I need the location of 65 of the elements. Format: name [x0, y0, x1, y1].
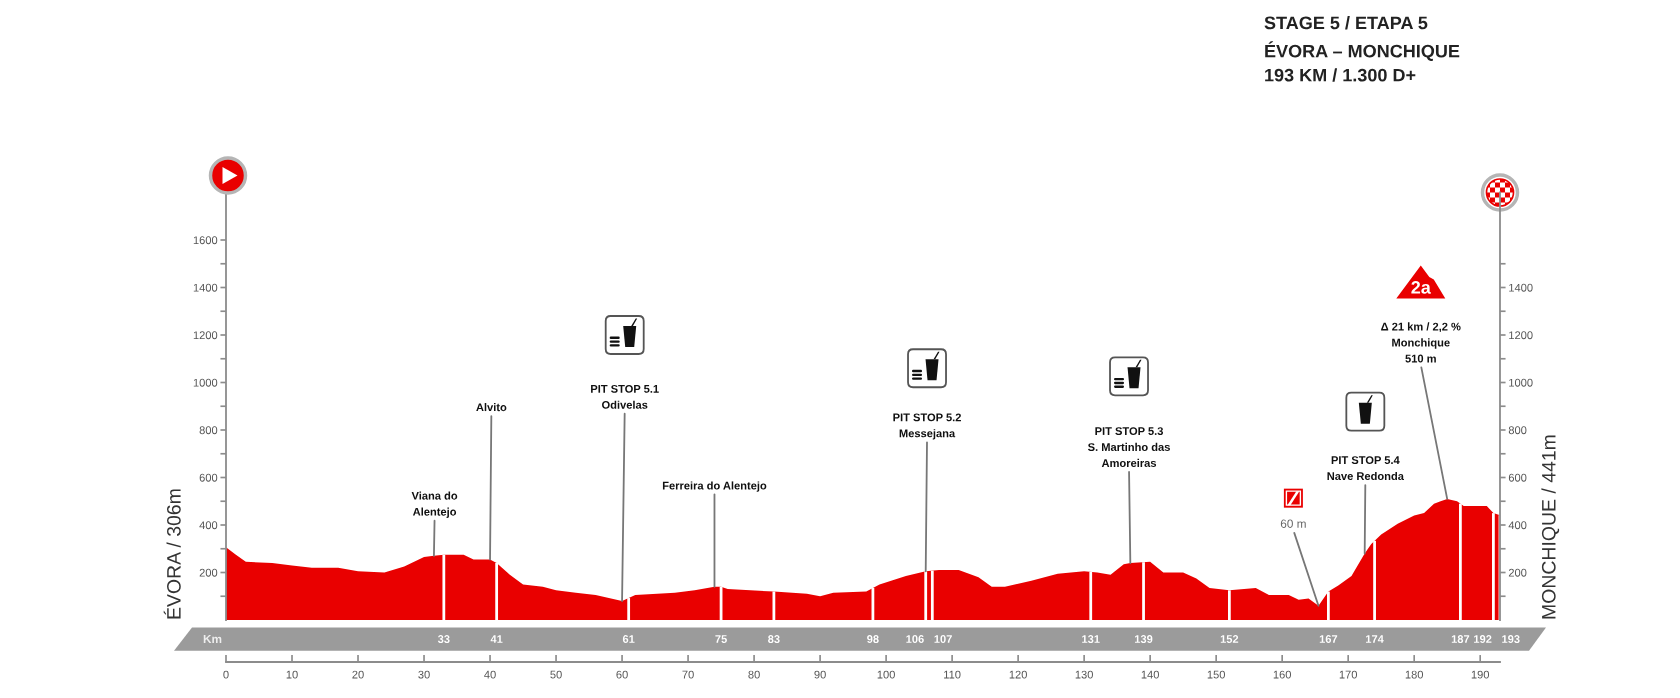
- ref-line-label: 152: [1220, 635, 1239, 643]
- y-tick-label: 1000: [193, 378, 218, 387]
- x-tick-label: 50: [550, 670, 562, 679]
- ref-line-label: 41: [490, 635, 503, 643]
- ref-line-label: 61: [622, 635, 635, 643]
- ref-line-label: 192: [1474, 635, 1492, 643]
- chart-title: STAGE 5 / ETAPA 5 ÉVORA – MONCHIQUE 193 KM / 1.300 D+: [1264, 16, 1460, 82]
- x-tick-label: 90: [814, 670, 826, 679]
- y-tick-label: 800: [199, 426, 218, 435]
- y2-tick-label: 800: [1508, 426, 1527, 435]
- y2-tick-label: 1400: [1509, 283, 1533, 292]
- ref-line-label: 131: [1082, 635, 1100, 643]
- annotation: 60 m: [1280, 519, 1306, 528]
- y-tick-label: 1200: [193, 331, 218, 340]
- annotation: PIT STOP 5.1 Odivelas: [591, 384, 659, 409]
- y-axis-title: ÉVORA / 306m: [163, 489, 181, 619]
- y2-tick-label: 200: [1508, 568, 1527, 577]
- x-tick-label: 10: [286, 670, 298, 679]
- y2-tick-label: 400: [1508, 521, 1527, 530]
- x-tick-label: 120: [1009, 670, 1027, 679]
- x-tick-label: 100: [877, 670, 895, 679]
- ref-line-label: 107: [934, 635, 952, 643]
- x-tick-label: 130: [1075, 670, 1093, 679]
- annotation: Viana do Alentejo: [411, 491, 458, 518]
- annotation: PIT STOP 5.3 S. Martinho das Amoreiras: [1087, 427, 1170, 467]
- annotation: Alvito: [476, 403, 507, 412]
- ref-line-label: 83: [768, 635, 780, 643]
- x-tick-label: 110: [944, 670, 961, 679]
- ref-line-label: 193: [1502, 635, 1520, 643]
- ref-line-label: 167: [1319, 635, 1338, 643]
- annotation: Δ 21 km / 2,2 % Monchique 510 m: [1381, 322, 1461, 363]
- y-tick-label: 400: [199, 521, 218, 530]
- x-tick-label: 140: [1141, 670, 1159, 679]
- y-tick-label: 200: [199, 568, 218, 577]
- ref-line-label: 187: [1451, 635, 1470, 643]
- ref-line-label: 174: [1366, 635, 1384, 643]
- annotation: Ferreira do Alentejo: [662, 481, 767, 492]
- x-tick-label: 190: [1471, 670, 1490, 679]
- ref-line-label: 33: [437, 635, 450, 643]
- y-tick-label: 1400: [193, 283, 218, 292]
- x-tick-label: 60: [616, 670, 628, 679]
- y2-tick-label: 1200: [1509, 331, 1533, 340]
- x-tick-label: 20: [352, 670, 364, 679]
- ref-line-label: 75: [715, 635, 727, 643]
- x-tick-label: 160: [1273, 670, 1291, 679]
- x-tick-label: 70: [682, 670, 694, 679]
- annotation: PIT STOP 5.2 Messejana: [893, 413, 961, 440]
- x-tick-label: 80: [748, 670, 760, 679]
- y-tick-label: 1600: [193, 236, 218, 245]
- ref-line-label: 106: [906, 635, 924, 643]
- y-tick-label: 600: [199, 473, 218, 482]
- x-tick-label: 170: [1339, 670, 1358, 679]
- ref-line-label: 98: [867, 635, 879, 643]
- y2-axis-title: MONCHIQUE / 441m: [1541, 435, 1560, 619]
- y2-tick-label: 1000: [1509, 378, 1533, 387]
- text: Km: [203, 634, 222, 644]
- annotation: 2a: [1411, 280, 1431, 294]
- x-tick-label: 180: [1405, 670, 1424, 679]
- y2-tick-label: 600: [1508, 473, 1527, 482]
- ref-line-label: 139: [1134, 635, 1153, 643]
- annotation: PIT STOP 5.4 Nave Redonda: [1327, 456, 1404, 481]
- x-tick-label: 30: [418, 670, 430, 679]
- x-tick-label: 150: [1207, 670, 1225, 679]
- x-tick-label: 40: [484, 670, 496, 679]
- x-tick-label: 0: [223, 670, 229, 679]
